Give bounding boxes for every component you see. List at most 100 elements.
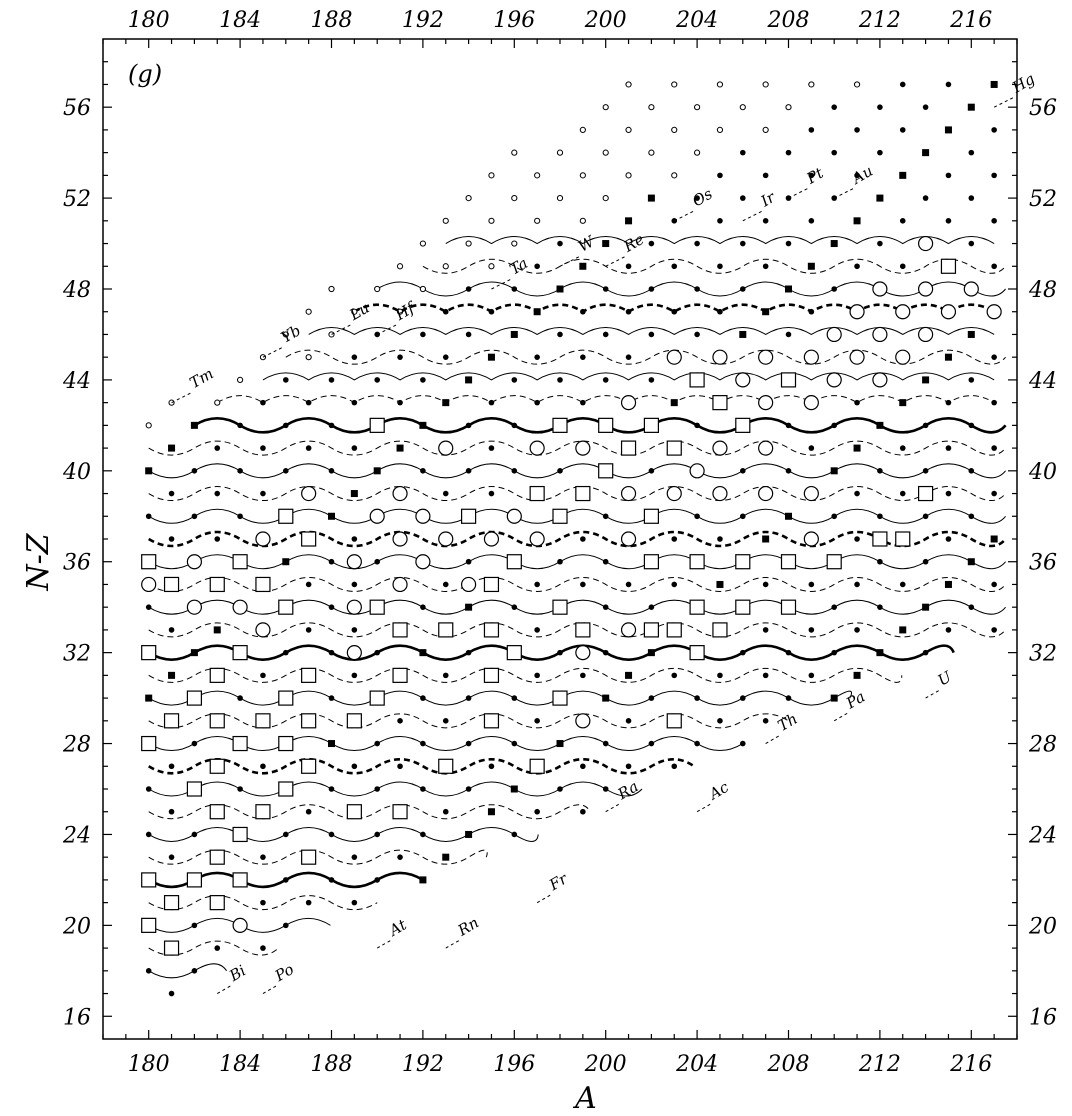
element-leader-line bbox=[696, 803, 712, 813]
circle-nuclide bbox=[712, 485, 728, 502]
square-nuclide bbox=[392, 622, 408, 638]
y-tick-label-right: 16 bbox=[1029, 1005, 1057, 1030]
filled-square-nuclide bbox=[990, 535, 998, 543]
element-label-os: Os bbox=[689, 185, 716, 211]
square-nuclide bbox=[278, 599, 294, 615]
filled-dot-nuclide bbox=[831, 513, 837, 520]
open-dot-nuclide bbox=[396, 308, 404, 315]
filled-square-nuclide bbox=[602, 240, 610, 248]
filled-dot-nuclide bbox=[305, 808, 312, 815]
filled-dot-nuclide bbox=[534, 263, 540, 270]
square-nuclide bbox=[232, 826, 248, 843]
square-nuclide bbox=[392, 667, 408, 683]
open-dot-nuclide bbox=[488, 172, 495, 179]
element-leader-line bbox=[331, 324, 352, 335]
nuclide-marks bbox=[141, 80, 1002, 997]
filled-dot-nuclide bbox=[717, 536, 723, 542]
filled-dot-nuclide bbox=[762, 581, 769, 588]
filled-dot-nuclide bbox=[374, 786, 381, 792]
circle-nuclide bbox=[849, 349, 865, 365]
open-dot-nuclide bbox=[808, 81, 815, 88]
filled-dot-nuclide bbox=[260, 490, 266, 497]
circle-nuclide bbox=[826, 326, 842, 343]
square-nuclide bbox=[643, 417, 660, 433]
square-nuclide bbox=[232, 735, 248, 752]
filled-square-nuclide bbox=[442, 399, 450, 407]
filled-dot-nuclide bbox=[991, 127, 997, 133]
circle-nuclide bbox=[392, 576, 408, 593]
circle-nuclide bbox=[529, 440, 545, 456]
circle-nuclide bbox=[483, 531, 500, 547]
filled-dot-nuclide bbox=[145, 786, 152, 792]
filled-dot-nuclide bbox=[214, 490, 221, 497]
square-nuclide bbox=[278, 690, 294, 706]
filled-dot-nuclide bbox=[214, 945, 221, 951]
filled-dot-nuclide bbox=[580, 354, 586, 360]
filled-dot-nuclide bbox=[740, 195, 746, 201]
filled-square-nuclide bbox=[830, 467, 838, 475]
filled-dot-nuclide bbox=[260, 763, 266, 770]
square-nuclide bbox=[163, 895, 180, 911]
filled-dot-nuclide bbox=[557, 649, 563, 656]
square-nuclide bbox=[346, 713, 362, 729]
y-tick-label-left: 24 bbox=[62, 823, 91, 848]
filled-dot-nuclide bbox=[351, 354, 358, 360]
square-nuclide bbox=[278, 735, 294, 752]
element-leader-line bbox=[376, 324, 398, 335]
filled-dot-nuclide bbox=[465, 740, 472, 747]
filled-dot-nuclide bbox=[557, 331, 563, 338]
filled-dot-nuclide bbox=[420, 740, 426, 747]
filled-dot-nuclide bbox=[671, 263, 678, 270]
filled-dot-nuclide bbox=[945, 81, 952, 88]
element-label-tm: Tm bbox=[187, 364, 217, 392]
filled-dot-nuclide bbox=[420, 786, 426, 792]
open-dot-nuclide bbox=[694, 149, 701, 156]
filled-dot-nuclide bbox=[625, 354, 632, 360]
filled-dot-nuclide bbox=[694, 740, 700, 747]
square-nuclide bbox=[438, 622, 454, 638]
filled-dot-nuclide bbox=[145, 831, 152, 838]
filled-dot-nuclide bbox=[648, 331, 655, 338]
filled-dot-nuclide bbox=[945, 399, 952, 406]
filled-square-nuclide bbox=[785, 512, 792, 520]
filled-dot-nuclide bbox=[785, 695, 792, 701]
filled-dot-nuclide bbox=[328, 695, 335, 701]
circle-nuclide bbox=[895, 349, 911, 365]
filled-dot-nuclide bbox=[625, 763, 632, 770]
filled-dot-nuclide bbox=[580, 308, 586, 315]
filled-dot-nuclide bbox=[351, 899, 358, 906]
filled-dot-nuclide bbox=[328, 786, 335, 792]
filled-dot-nuclide bbox=[854, 263, 860, 270]
filled-dot-nuclide bbox=[762, 627, 769, 633]
circle-nuclide bbox=[963, 281, 979, 297]
circle-nuclide bbox=[232, 599, 248, 615]
open-dot-nuclide bbox=[419, 285, 426, 293]
filled-dot-nuclide bbox=[237, 513, 243, 520]
open-dot-nuclide bbox=[716, 81, 724, 88]
element-label-bi: Bi bbox=[225, 961, 249, 985]
square-nuclide bbox=[940, 258, 957, 274]
filled-dot-nuclide bbox=[214, 536, 221, 542]
element-leader-line bbox=[262, 346, 284, 358]
filled-dot-nuclide bbox=[191, 922, 198, 929]
filled-square-nuclide bbox=[899, 626, 907, 634]
open-dot-nuclide bbox=[168, 399, 175, 406]
circle-nuclide bbox=[232, 917, 248, 933]
filled-square-nuclide bbox=[556, 740, 564, 748]
square-nuclide bbox=[255, 576, 271, 593]
open-dot-nuclide bbox=[625, 81, 632, 88]
band-connection-line bbox=[148, 667, 903, 683]
filled-square-nuclide bbox=[922, 376, 930, 384]
filled-square-nuclide bbox=[716, 580, 724, 588]
filled-dot-nuclide bbox=[808, 581, 815, 588]
filled-dot-nuclide bbox=[580, 536, 586, 542]
x-tick-label-bottom: 216 bbox=[949, 1052, 992, 1077]
square-nuclide bbox=[301, 849, 317, 865]
filled-dot-nuclide bbox=[991, 354, 997, 360]
filled-dot-nuclide bbox=[191, 740, 198, 747]
square-nuclide bbox=[575, 485, 591, 502]
x-tick-label-bottom: 188 bbox=[311, 1052, 353, 1077]
filled-dot-nuclide bbox=[877, 558, 883, 565]
band-connection-line bbox=[148, 508, 1006, 524]
circle-nuclide bbox=[758, 440, 774, 456]
